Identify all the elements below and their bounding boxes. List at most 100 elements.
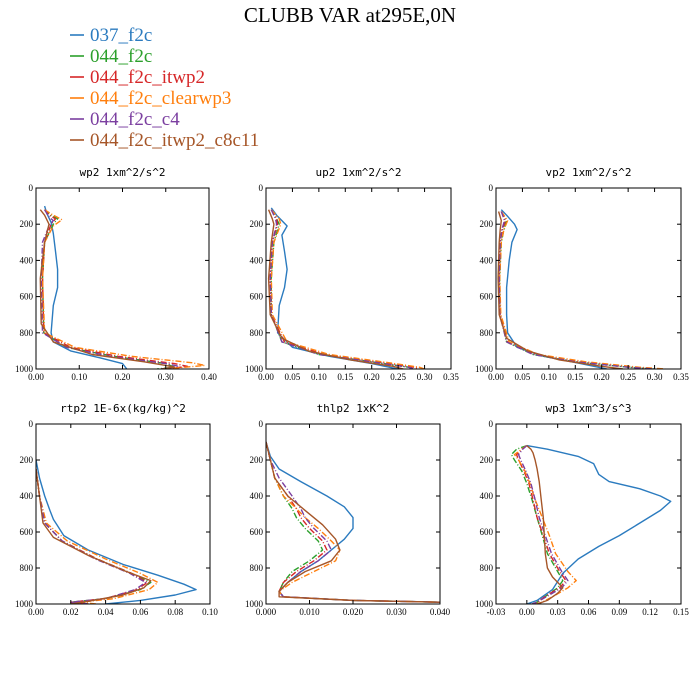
xtick-label-0-1: 0.10 [71,372,87,382]
ytick-label-2-2: 400 [480,255,494,265]
xtick-label-0-3: 0.30 [158,372,174,382]
panel-3: rtp2 1E-6x(kg/kg)^2 0.00 0.02 0.04 0.06 0.08 0… [15,402,218,617]
panel-title-2: vp2 1xm^2/s^2 [545,166,631,179]
xtick-label-4-1: 0.010 [299,607,320,617]
ytick-label-1-4: 800 [250,328,264,338]
xtick-label-1-5: 0.25 [390,372,406,382]
xtick-label-3-5: 0.10 [202,607,218,617]
xtick-label-2-5: 0.25 [620,372,636,382]
ytick-label-4-3: 600 [250,527,264,537]
series-line-3-5 [36,468,152,604]
figure-title: CLUBB VAR at295E,0N [244,3,456,27]
xtick-label-5-4: 0.09 [611,607,627,617]
panel-5: wp3 1xm^3/s^3 -0.03 0.00 0.03 0.06 0.09 0.12 0.… [475,402,689,617]
xtick-label-4-3: 0.030 [386,607,407,617]
series-line-0-5 [39,209,176,369]
series-line-5-4 [517,445,569,604]
xtick-label-3-2: 0.04 [98,607,114,617]
panel-frame-3 [35,423,211,605]
xtick-label-1-0: 0.00 [258,372,274,382]
ytick-label-2-4: 800 [480,328,494,338]
xtick-label-2-6: 0.30 [647,372,663,382]
xtick-label-3-4: 0.08 [167,607,183,617]
ytick-label-4-2: 400 [250,491,264,501]
ytick-label-2-3: 600 [480,292,494,302]
ytick-label-3-3: 600 [20,527,34,537]
series-line-5-5 [526,445,564,604]
series-line-4-5 [266,441,440,603]
xtick-label-4-0: 0.000 [256,607,277,617]
xtick-label-1-1: 0.05 [285,372,301,382]
xtick-label-3-1: 0.02 [63,607,79,617]
ytick-label-3-2: 400 [20,491,34,501]
legend-label-0: 037_f2c [90,25,152,46]
series-line-1-4 [269,209,415,369]
xtick-label-5-3: 0.06 [581,607,597,617]
ytick-label-2-5: 1000 [475,364,494,374]
ytick-label-3-5: 1000 [15,599,34,609]
xtick-label-0-0: 0.00 [28,372,44,382]
panel-title-3: rtp2 1E-6x(kg/kg)^2 [60,402,186,415]
xtick-label-2-2: 0.10 [541,372,557,382]
panel-0: wp2 1xm^2/s^2 0.00 0.10 0.20 0.30 0.40 0 200 400… [15,166,217,382]
xtick-label-2-1: 0.05 [515,372,531,382]
xtick-label-1-3: 0.15 [337,372,353,382]
xtick-label-0-4: 0.40 [201,372,217,382]
xtick-label-1-4: 0.20 [364,372,380,382]
ytick-label-4-5: 1000 [245,599,264,609]
series-line-0-3 [41,209,206,369]
series-line-0-0 [43,205,128,369]
xtick-label-5-6: 0.15 [673,607,689,617]
ytick-label-1-2: 400 [250,255,264,265]
legend-label-3: 044_f2c_clearwp3 [90,88,231,109]
legend-label-1: 044_f2c [90,46,152,67]
panels: wp2 1xm^2/s^2 0.00 0.10 0.20 0.30 0.40 0 200 400… [15,166,689,617]
ytick-label-5-3: 600 [480,527,494,537]
ytick-label-5-2: 400 [480,491,494,501]
ytick-label-1-3: 600 [250,292,264,302]
ytick-label-0-1: 200 [20,219,34,229]
series-line-0-4 [40,209,180,369]
ytick-label-0-4: 800 [20,328,34,338]
xtick-label-5-1: 0.00 [519,607,535,617]
panel-title-5: wp3 1xm^3/s^3 [545,402,631,415]
xtick-label-4-2: 0.020 [343,607,364,617]
xtick-label-2-4: 0.20 [594,372,610,382]
ytick-label-5-4: 800 [480,563,494,573]
ytick-label-1-0: 0 [259,183,264,193]
series-line-2-3 [499,211,666,369]
panel-frame-1 [265,187,452,370]
legend-label-2: 044_f2c_itwp2 [90,67,205,88]
ytick-label-0-2: 400 [20,255,34,265]
xtick-label-1-7: 0.35 [443,372,459,382]
legend-label-4: 044_f2c_c4 [90,109,180,130]
ytick-label-3-1: 200 [20,455,34,465]
xtick-label-3-0: 0.00 [28,607,44,617]
ytick-label-5-0: 0 [489,419,494,429]
ytick-label-4-4: 800 [250,563,264,573]
legend-label-5: 044_f2c_itwp2_c8c11 [90,130,259,151]
series-line-5-2 [515,445,567,604]
series-line-0-1 [41,209,176,369]
series-line-1-2 [269,209,420,369]
ytick-label-5-1: 200 [480,455,494,465]
legend: 037_f2c044_f2c044_f2c_itwp2044_f2c_clear… [70,25,259,151]
xtick-label-5-5: 0.12 [642,607,658,617]
series-line-3-3 [36,468,159,604]
panel-2: vp2 1xm^2/s^2 0.00 0.05 0.10 0.15 0.20 0.25 0.3… [475,166,689,382]
ytick-label-1-1: 200 [250,219,264,229]
ytick-label-0-0: 0 [29,183,34,193]
series-line-5-0 [526,444,672,604]
ytick-label-2-1: 200 [480,219,494,229]
series-line-1-3 [270,209,425,369]
ytick-label-0-3: 600 [20,292,34,302]
ytick-label-5-5: 1000 [475,599,494,609]
xtick-label-2-7: 0.35 [673,372,689,382]
panel-4: thlp2 1xK^2 0.000 0.010 0.020 0.030 0.040 0 200… [245,402,451,617]
xtick-label-2-3: 0.15 [567,372,583,382]
ytick-label-4-0: 0 [259,419,264,429]
xtick-label-1-2: 0.10 [311,372,327,382]
xtick-label-2-0: 0.00 [488,372,504,382]
xtick-label-4-4: 0.040 [430,607,451,617]
